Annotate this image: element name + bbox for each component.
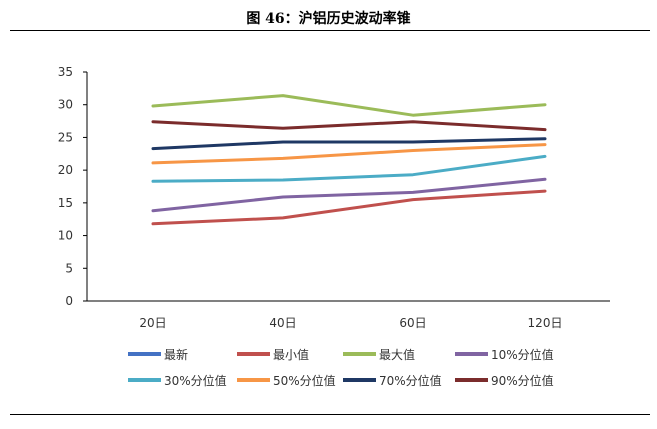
legend-label: 90%分位值 xyxy=(491,373,554,388)
legend-label: 70%分位值 xyxy=(379,373,442,388)
series-line-5 xyxy=(151,143,547,165)
y-tick-label: 20 xyxy=(58,163,73,177)
series-line-6 xyxy=(151,137,547,151)
legend-label: 30%分位值 xyxy=(164,373,227,388)
legend-label: 50%分位值 xyxy=(273,373,336,388)
y-tick-label: 25 xyxy=(58,130,73,144)
y-tick-label: 5 xyxy=(65,261,73,275)
x-tick-label: 60日 xyxy=(399,316,426,330)
legend-label: 最小值 xyxy=(273,347,309,362)
y-tick-label: 15 xyxy=(58,196,73,210)
series-line-3 xyxy=(151,177,547,213)
series-line-4 xyxy=(151,154,547,183)
series-line-7 xyxy=(151,120,547,132)
bottom-rule xyxy=(10,414,650,415)
x-tick-label: 40日 xyxy=(269,316,296,330)
x-tick-label: 20日 xyxy=(139,316,166,330)
chart-legend: 最新 最小值 最大值 10%分位值 30%分位值 50%分位值 70%分位值 90%分位值 xyxy=(128,347,554,388)
series-line-1 xyxy=(151,189,547,226)
y-tick-label: 30 xyxy=(58,98,73,112)
figure-title: 图 46：沪铝历史波动率锥 xyxy=(246,11,411,27)
y-tick-label: 10 xyxy=(58,229,73,243)
y-tick-label: 0 xyxy=(65,294,73,308)
legend-label: 10%分位值 xyxy=(491,347,554,362)
top-rule xyxy=(10,30,650,31)
legend-label: 最新 xyxy=(164,347,188,362)
x-tick-label: 120日 xyxy=(528,316,563,330)
chart-axes: 0 5 10 15 20 25 30 35 20日 40日 60日 120日 xyxy=(58,65,610,330)
legend-label: 最大值 xyxy=(379,347,415,362)
y-tick-label: 35 xyxy=(58,65,73,79)
chart-series xyxy=(151,94,547,226)
series-line-2 xyxy=(151,94,547,117)
